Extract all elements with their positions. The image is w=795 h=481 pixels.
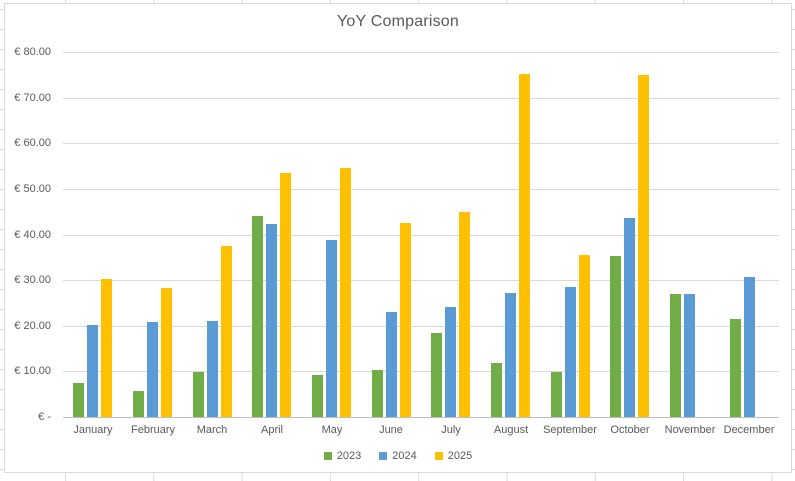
chart-title[interactable]: YoY Comparison	[337, 13, 459, 30]
category-group-august	[481, 52, 541, 417]
y-axis-label: € 20.00	[14, 320, 51, 332]
y-axis-label: € 80.00	[14, 46, 51, 58]
bar-2024-july[interactable]	[445, 307, 457, 417]
bar-2025-january[interactable]	[101, 279, 113, 417]
category-group-may	[302, 52, 362, 417]
bar-2025-april[interactable]	[280, 173, 292, 417]
y-axis-label: € -	[38, 411, 51, 423]
bar-2023-may[interactable]	[312, 375, 324, 417]
y-axis-label: € 60.00	[14, 137, 51, 149]
bars-layer	[63, 52, 779, 417]
bar-2023-june[interactable]	[371, 370, 383, 417]
gridline	[63, 189, 779, 190]
x-axis-label-december: December	[723, 424, 775, 436]
legend-swatch-2025	[434, 452, 443, 460]
bar-2025-july[interactable]	[459, 212, 471, 417]
bar-2023-july[interactable]	[431, 333, 443, 417]
bar-2025-may[interactable]	[340, 168, 352, 417]
category-group-december	[719, 52, 779, 417]
bar-2023-december[interactable]	[729, 319, 741, 417]
x-axis-label-january: January	[73, 424, 113, 436]
x-axis-label-april: April	[260, 424, 283, 436]
y-axis-label: € 50.00	[14, 183, 51, 195]
category-group-july	[421, 52, 481, 417]
category-group-october	[600, 52, 660, 417]
category-group-september	[540, 52, 600, 417]
bar-2024-february[interactable]	[147, 322, 158, 417]
bar-2024-november[interactable]	[684, 294, 696, 417]
bar-2023-january[interactable]	[73, 383, 85, 417]
gridline	[63, 326, 779, 327]
x-axis-label-september: September	[543, 424, 597, 436]
bar-2024-june[interactable]	[385, 312, 397, 417]
legend-label: 2024	[392, 450, 417, 462]
bar-2023-february[interactable]	[133, 391, 144, 417]
x-axis-line	[63, 417, 779, 418]
bar-2025-june[interactable]	[399, 223, 411, 417]
bar-2023-august[interactable]	[491, 363, 503, 417]
y-axis-label: € 70.00	[14, 92, 51, 104]
bar-2024-august[interactable]	[505, 293, 517, 417]
legend-swatch-2023	[323, 452, 332, 460]
legend-item-2024[interactable]: 2024	[379, 450, 417, 462]
gridline	[63, 235, 779, 236]
gridline	[63, 52, 779, 53]
legend-item-2025[interactable]: 2025	[434, 450, 473, 462]
plot-area	[63, 52, 779, 418]
legend-swatch-2024	[379, 452, 388, 460]
category-group-november	[660, 52, 720, 417]
bar-2024-april[interactable]	[266, 224, 278, 417]
bar-2025-february[interactable]	[161, 288, 172, 417]
category-group-june	[361, 52, 421, 417]
bar-2024-september[interactable]	[564, 287, 576, 417]
bar-2024-march[interactable]	[206, 321, 218, 417]
bar-2024-january[interactable]	[87, 325, 99, 417]
category-group-march	[182, 52, 242, 417]
bar-2025-october[interactable]	[638, 75, 650, 417]
x-axis-label-may: May	[321, 424, 343, 436]
x-axis: January February March April May June July Augu…	[63, 424, 779, 440]
category-group-april	[242, 52, 302, 417]
category-group-january	[63, 52, 123, 417]
bar-2025-march[interactable]	[220, 246, 232, 417]
bar-2024-december[interactable]	[743, 277, 755, 417]
gridline	[63, 280, 779, 281]
bar-2023-october[interactable]	[610, 256, 622, 417]
category-group-february	[123, 52, 183, 417]
x-axis-label-march: March	[196, 424, 228, 436]
bar-2024-may[interactable]	[326, 240, 338, 417]
bar-2025-august[interactable]	[519, 74, 531, 417]
gridline	[63, 143, 779, 144]
x-axis-label-august: August	[493, 424, 529, 436]
bar-2023-april[interactable]	[252, 216, 264, 417]
x-axis-label-november: November	[664, 424, 716, 436]
x-axis-label-february: February	[130, 424, 176, 436]
chart-panel[interactable]: YoY Comparison € 80.00 € 70.00 € 60.00 € 50…	[4, 3, 792, 473]
y-axis-label: € 40.00	[14, 229, 51, 241]
bar-2025-september[interactable]	[578, 255, 590, 417]
x-axis-label-july: July	[441, 424, 461, 436]
bar-2023-march[interactable]	[192, 372, 204, 417]
gridline	[63, 98, 779, 99]
bar-2024-october[interactable]	[624, 218, 636, 417]
legend-item-2023[interactable]: 2023	[323, 450, 362, 462]
legend-label: 2025	[447, 450, 473, 462]
x-axis-label-october: October	[610, 424, 650, 436]
legend-label: 2023	[336, 450, 362, 462]
y-axis-label: € 10.00	[14, 365, 51, 377]
x-axis-label-june: June	[379, 424, 403, 436]
legend: 2023 2024 2025	[5, 450, 791, 462]
gridline	[63, 371, 779, 372]
y-axis-label: € 30.00	[14, 274, 51, 286]
bar-2023-november[interactable]	[670, 294, 682, 417]
bar-2023-september[interactable]	[550, 372, 562, 417]
